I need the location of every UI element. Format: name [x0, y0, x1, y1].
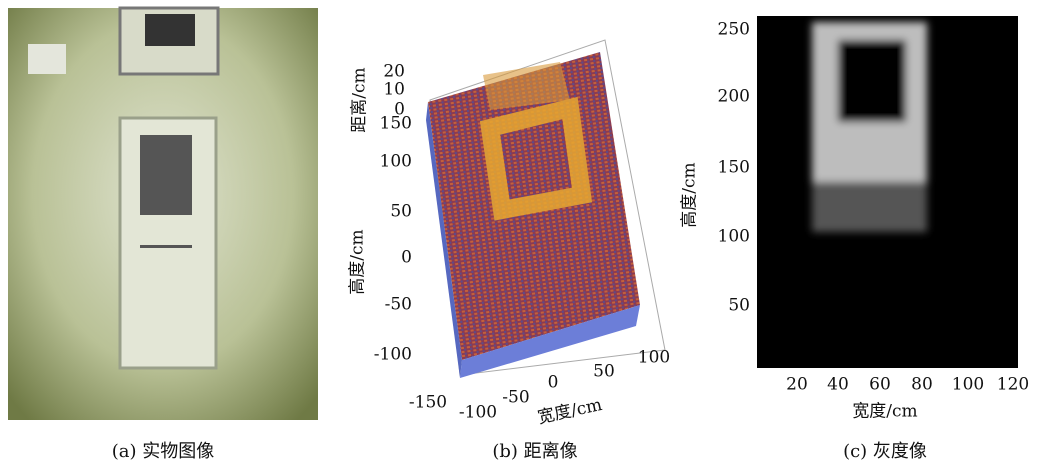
- y-tick-label: 50: [728, 296, 750, 316]
- figure: (a) 实物图像(b) 距离像(c) 灰度像20100150100500-50-…: [0, 0, 1037, 466]
- caption: (a) 实物图像: [112, 441, 215, 462]
- x-tick-label: 40: [827, 375, 849, 395]
- z-tick-label: 20: [383, 62, 405, 82]
- x-tick-label: 100: [638, 348, 670, 368]
- caption: (b) 距离像: [492, 441, 577, 462]
- x-axis-label: 宽度/cm: [852, 402, 917, 422]
- y-tick-label: 250: [718, 20, 750, 40]
- x-tick-label: 0: [548, 373, 559, 393]
- y-tick-label: 200: [718, 87, 750, 107]
- x-tick-label: 100: [952, 375, 984, 395]
- surface-plot: [426, 40, 665, 378]
- x-tick-label: 80: [911, 375, 933, 395]
- y-tick-label: -100: [374, 345, 412, 365]
- y-tick-label: 150: [380, 114, 412, 134]
- y-axis-label: 高度/cm: [680, 162, 700, 227]
- x-tick-label: 60: [869, 375, 891, 395]
- x-tick-label: -100: [459, 403, 497, 423]
- gray-image: [757, 16, 1018, 368]
- x-tick-label: -50: [502, 388, 529, 408]
- y-axis-label: 高度/cm: [348, 229, 368, 294]
- z-tick-label: 10: [383, 80, 405, 100]
- x-tick-label: 50: [593, 362, 615, 382]
- y-tick-label: 50: [390, 202, 412, 222]
- x-tick-label: -150: [409, 393, 447, 413]
- y-tick-label: -50: [385, 295, 412, 315]
- photo: [8, 8, 318, 420]
- y-tick-label: 0: [401, 248, 412, 268]
- x-tick-label: 120: [997, 375, 1029, 395]
- y-tick-label: 100: [380, 152, 412, 172]
- x-tick-label: 20: [786, 375, 808, 395]
- z-axis-label: 距离/cm: [350, 67, 370, 132]
- x-axis-label: 宽度/cm: [536, 395, 604, 428]
- y-tick-label: 100: [718, 227, 750, 247]
- y-tick-label: 150: [718, 158, 750, 178]
- caption: (c) 灰度像: [843, 441, 927, 462]
